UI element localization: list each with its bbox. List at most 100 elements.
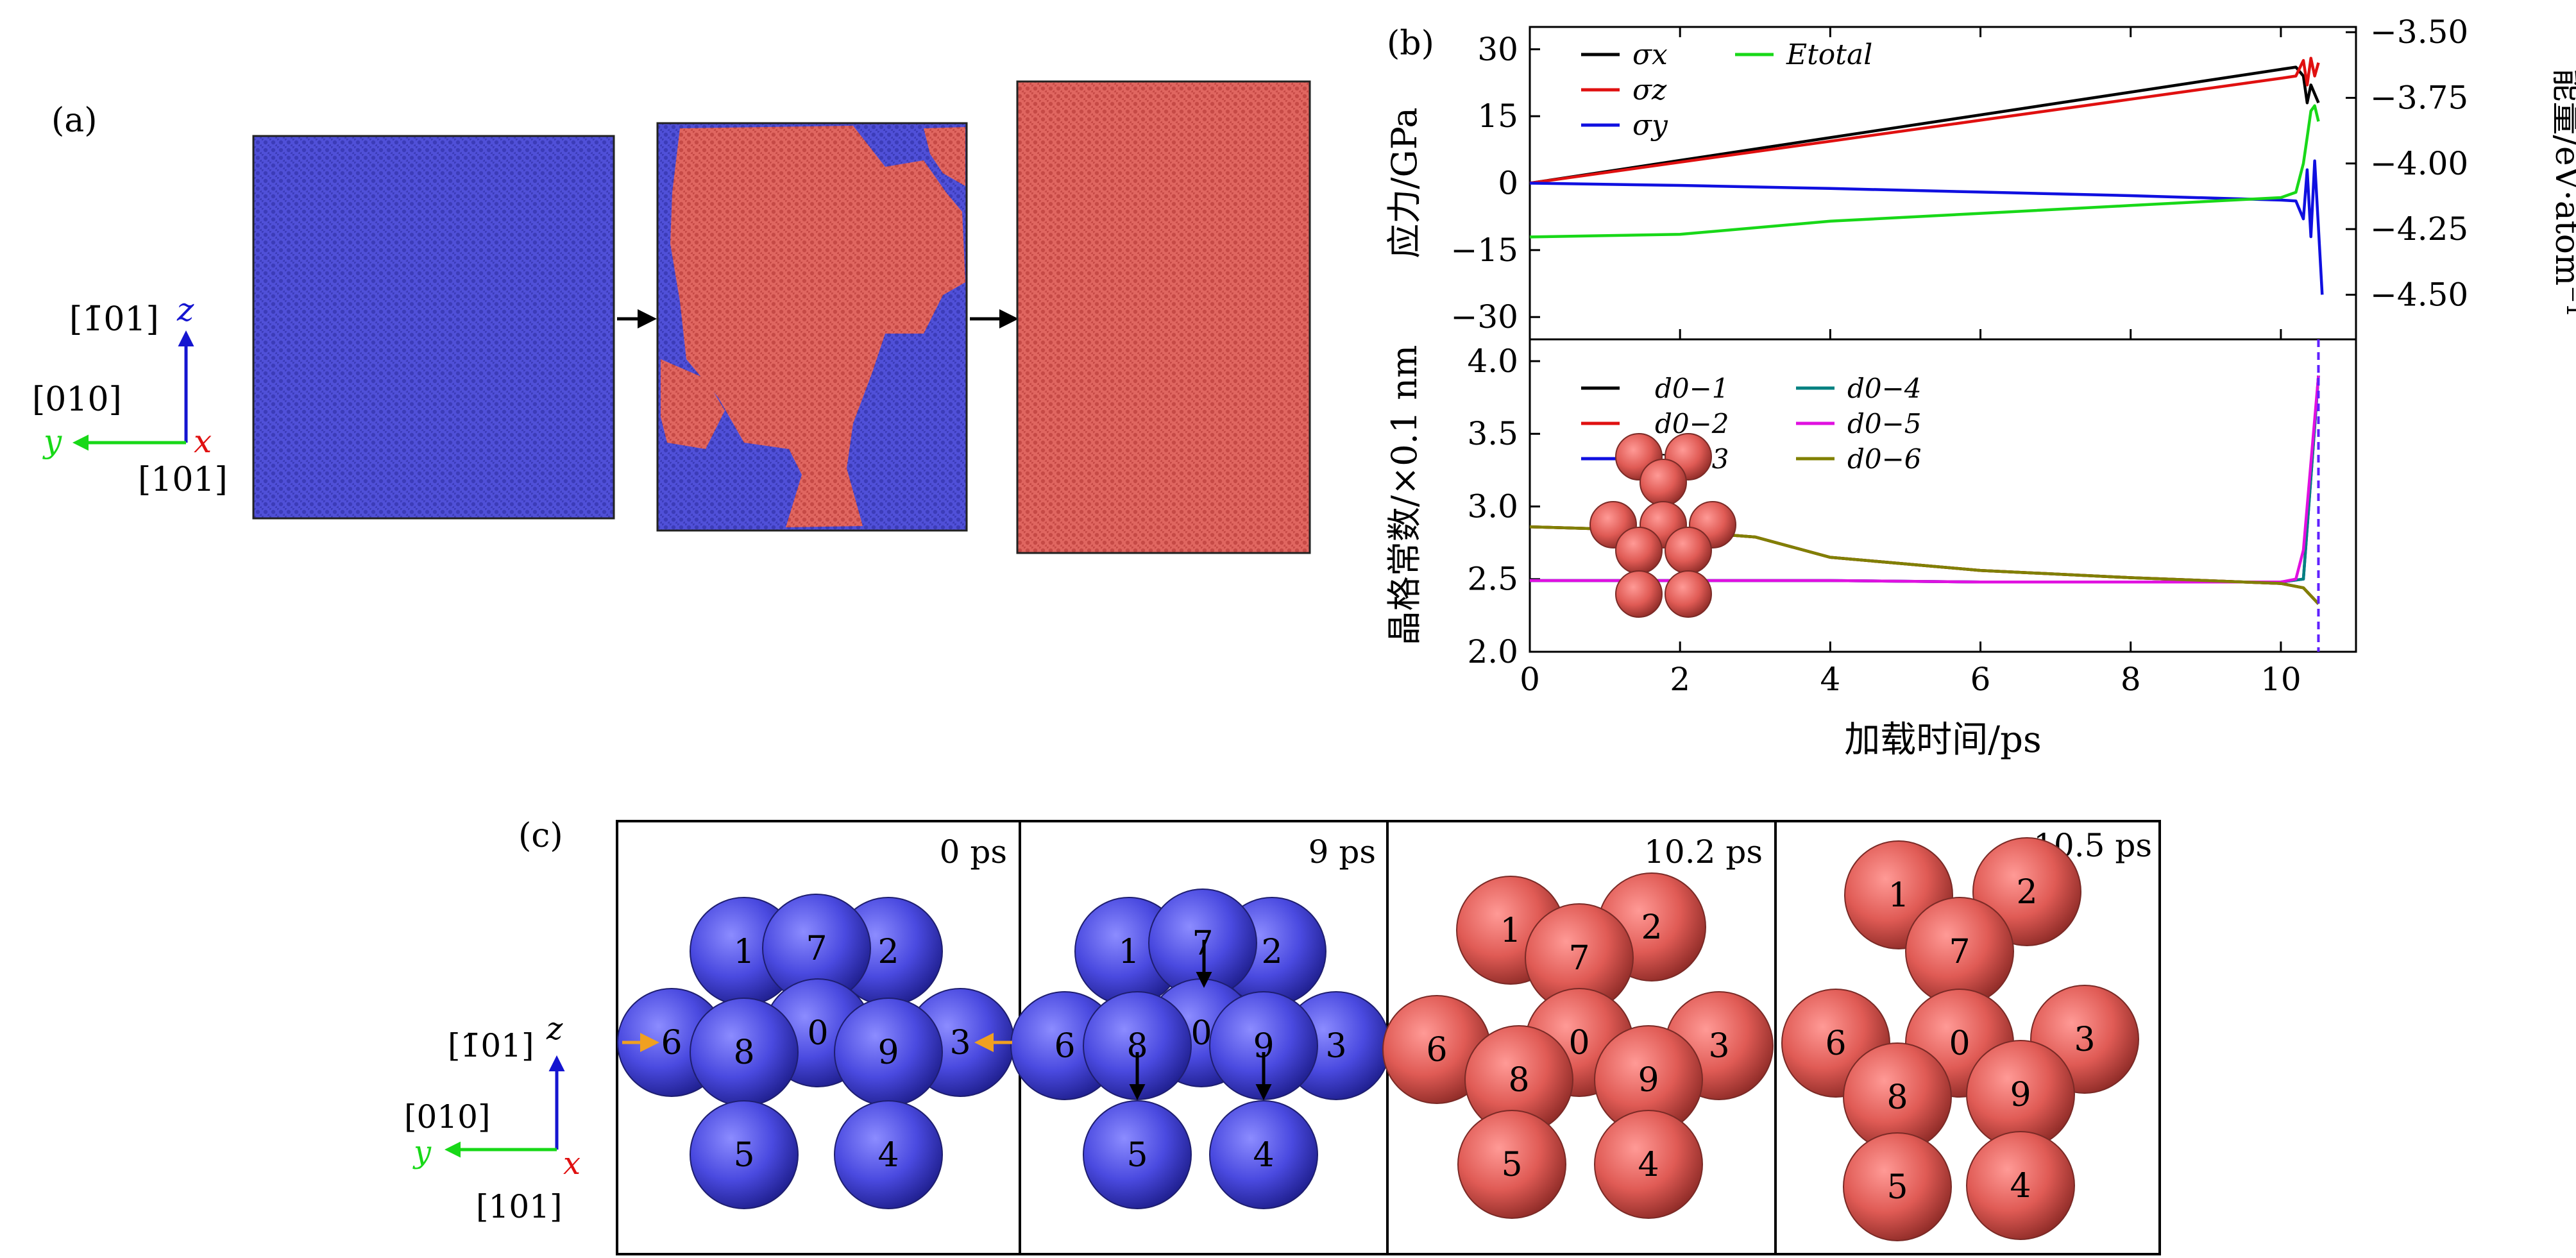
legend-sigma-z: σz xyxy=(1632,74,1667,106)
bottom-ytick-label: 2.0 xyxy=(1467,633,1518,670)
cluster-frame-3: 1 2 7 6 3 0 8 9 5 4 xyxy=(1781,837,2139,1241)
atom-label-2: 2 xyxy=(1641,908,1662,947)
atom-label-6: 6 xyxy=(1426,1031,1447,1069)
atom-label-5: 5 xyxy=(733,1136,754,1175)
dir-y-label: [010] xyxy=(32,380,122,419)
inset-atom xyxy=(1665,570,1712,618)
atom-label-8: 8 xyxy=(1508,1061,1529,1100)
cluster-frame-2: 1 2 7 6 3 0 8 9 5 4 xyxy=(1382,872,1774,1219)
series-line-σx xyxy=(1529,65,2320,185)
atom-4 xyxy=(1594,1110,1703,1219)
atom-label-9: 9 xyxy=(1638,1061,1659,1100)
bottom-ytick-label: 2.5 xyxy=(1467,561,1518,598)
atom-4 xyxy=(834,1100,943,1209)
atom-4 xyxy=(1966,1131,2075,1240)
frame-time-2: 10.2 ps xyxy=(1644,833,1763,871)
top-ylabel-left: 应力/GPa xyxy=(1384,107,1425,258)
atom-label-2: 2 xyxy=(877,933,899,971)
snapshot-final xyxy=(1016,80,1311,554)
atom-label-0: 0 xyxy=(1191,1014,1212,1053)
atom-label-2: 2 xyxy=(1261,933,1282,971)
top-ylabel-right: 能量/eV·atom⁻¹ xyxy=(2548,68,2576,316)
top-ytick-label: −30 xyxy=(1450,298,1518,336)
legend-etotal: Etotal xyxy=(1786,38,1872,71)
panel-a: (a) z y x [1̄01] [010] [101] xyxy=(32,80,1311,554)
inset-atom xyxy=(1615,527,1663,574)
dir-x-label: [101] xyxy=(138,461,228,499)
top-axes: 30 15 0 −15 −30 −3.50 −3.75 −4.00 −4.25 −4.50 xyxy=(1450,13,2468,339)
top-ytick-label: 15 xyxy=(1477,98,1518,135)
inset-atom xyxy=(1640,459,1687,506)
bottom-ytick-label: 4.0 xyxy=(1467,343,1518,380)
top-y2tick-label: −4.50 xyxy=(2370,276,2468,313)
atom-label-6: 6 xyxy=(1054,1027,1075,1066)
dir-z-label: [1̄01] xyxy=(69,300,159,339)
top-y2tick-label: −3.75 xyxy=(2370,79,2468,116)
atom-label-0: 0 xyxy=(1568,1024,1589,1062)
legend-d04: d0−4 xyxy=(1847,373,1922,404)
atom-label-5: 5 xyxy=(1126,1136,1148,1175)
atom-5 xyxy=(1083,1100,1192,1209)
series-line-σz xyxy=(1529,56,2320,185)
legend-sigma-x: σx xyxy=(1632,38,1668,71)
atom-4 xyxy=(1209,1100,1318,1209)
atom-label-3: 3 xyxy=(1708,1027,1729,1066)
atom-label-3: 3 xyxy=(2074,1021,2095,1059)
snapshot-intermediate xyxy=(656,122,968,532)
top-series xyxy=(1529,56,2324,295)
legend-d06: d0−6 xyxy=(1847,443,1922,475)
snapshot-initial xyxy=(252,135,615,520)
bottom-xtick-label: 8 xyxy=(2121,661,2141,698)
legend-sigma-y: σy xyxy=(1632,109,1668,142)
bottom-ylabel: 晶格常数/×0.1 nm xyxy=(1384,345,1425,645)
panel-b-label: (b) xyxy=(1387,24,1434,63)
atom-label-4: 4 xyxy=(877,1136,899,1175)
atom-label-5: 5 xyxy=(1886,1168,1908,1207)
panel-c-label: (c) xyxy=(518,817,563,855)
atom-label-3: 3 xyxy=(949,1024,970,1062)
bottom-xtick-label: 0 xyxy=(1520,661,1540,698)
xlabel: 加载时间/ps xyxy=(1844,719,2041,761)
frame-time-1: 9 ps xyxy=(1309,833,1376,871)
top-y2tick-label: −4.25 xyxy=(2370,210,2468,248)
y-axis-letter: y xyxy=(42,423,62,460)
top-ytick-label: −15 xyxy=(1450,232,1518,269)
panel-a-label: (a) xyxy=(51,101,97,140)
atom-label-4: 4 xyxy=(1253,1136,1274,1175)
legend-top: σx σz σy Etotal xyxy=(1581,38,1872,142)
frame-time-0: 0 ps xyxy=(940,833,1007,871)
atom-5 xyxy=(1843,1132,1952,1241)
series-line-Etotal xyxy=(1529,104,2320,239)
atom-label-7: 7 xyxy=(806,930,827,968)
dir-y-label-c: [010] xyxy=(404,1098,490,1135)
legend-d05: d0−5 xyxy=(1847,408,1922,439)
series-line-d0−5 xyxy=(1530,375,2320,584)
inset-atom-cluster xyxy=(1589,433,1736,618)
atom-label-7: 7 xyxy=(1568,939,1589,978)
z-axis-letter-c: z xyxy=(546,1011,563,1047)
atom-5 xyxy=(690,1100,799,1209)
atom-label-1: 1 xyxy=(1888,876,1909,915)
atom-label-5: 5 xyxy=(1501,1146,1522,1184)
panel-c: (c) z y x [1̄01] [010] [101] 0 ps 9 ps 1… xyxy=(404,817,2161,1255)
atom-label-7: 7 xyxy=(1949,933,1970,971)
atom-label-6: 6 xyxy=(661,1024,682,1062)
inset-atom xyxy=(1615,570,1663,618)
atom-label-8: 8 xyxy=(1886,1078,1908,1117)
x-axis-letter-c: x xyxy=(563,1146,580,1182)
atom-label-8: 8 xyxy=(733,1033,754,1072)
dir-x-label-c: [101] xyxy=(476,1188,562,1225)
atom-label-1: 1 xyxy=(733,933,754,971)
axis-triad-a: z y x [1̄01] [010] [101] xyxy=(32,291,228,499)
atom-label-4: 4 xyxy=(2010,1167,2031,1205)
top-ytick-label: 30 xyxy=(1477,31,1518,68)
plot-bottom-frame xyxy=(1529,338,2357,653)
atom-label-4: 4 xyxy=(1638,1146,1659,1184)
bottom-ytick-label: 3.0 xyxy=(1467,488,1518,525)
atom-label-3: 3 xyxy=(1325,1027,1346,1066)
top-y2tick-label: −3.50 xyxy=(2370,13,2468,51)
atom-label-9: 9 xyxy=(877,1033,899,1072)
z-axis-letter: z xyxy=(176,291,194,328)
